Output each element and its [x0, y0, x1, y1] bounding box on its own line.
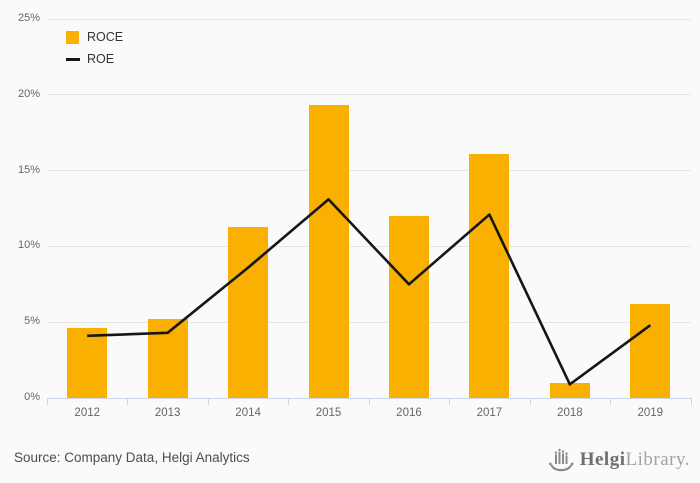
- axis-tick: [47, 399, 48, 405]
- roce-bar-2012[interactable]: [67, 328, 108, 398]
- x-axis-label: 2014: [235, 407, 261, 419]
- helgi-library-logo[interactable]: Helgi Library.: [548, 446, 690, 473]
- y-axis-label: 20%: [17, 87, 40, 100]
- roce-bar-2015[interactable]: [308, 105, 349, 398]
- x-axis-label: 2017: [476, 407, 503, 419]
- roce-bar-2019[interactable]: [630, 304, 671, 398]
- legend-item-roce[interactable]: ROCE: [66, 26, 123, 48]
- gridline: [47, 170, 691, 172]
- roe-swatch-icon: [66, 57, 80, 61]
- roce-bar-2018[interactable]: [549, 382, 590, 398]
- x-axis-label: 2012: [74, 407, 101, 419]
- legend-label-roe: ROE: [87, 52, 115, 66]
- x-axis-label: 2018: [557, 407, 583, 419]
- axis-tick: [127, 399, 129, 405]
- axis-tick: [368, 399, 370, 405]
- axis-tick: [610, 399, 612, 405]
- logo-text-helgi: Helgi: [579, 448, 626, 470]
- y-axis-label: 10%: [17, 239, 40, 252]
- plot-area: 0% 5% 10% 15% 20% 25% 2012 2013 2014 2015 2016 2017…: [17, 12, 692, 419]
- gridline: [47, 245, 691, 247]
- y-axis-label: 0%: [24, 391, 40, 403]
- x-axis-line: [47, 398, 692, 399]
- roce-swatch-icon: [66, 30, 79, 44]
- x-axis-label: 2019: [637, 407, 664, 419]
- legend-label-roce: ROCE: [87, 30, 124, 44]
- chart-footer: Source: Company Data, Helgi Analytics: [0, 440, 700, 483]
- roce-bar-2016[interactable]: [388, 216, 429, 398]
- source-text: Source: Company Data, Helgi Analytics: [14, 450, 250, 465]
- gridline: [47, 94, 691, 96]
- axis-tick: [207, 399, 209, 405]
- y-axis-label: 25%: [17, 12, 40, 24]
- axis-tick: [690, 399, 692, 405]
- viking-ship-icon: [548, 448, 574, 472]
- logo-text-library: Library.: [625, 448, 690, 470]
- axis-tick: [449, 399, 451, 405]
- legend: ROCE ROE: [66, 26, 123, 70]
- y-axis-label: 5%: [24, 315, 40, 328]
- gridline: [47, 321, 691, 323]
- legend-item-roe[interactable]: ROE: [66, 48, 123, 70]
- x-axis-label: 2015: [315, 407, 342, 419]
- gridline: [47, 18, 691, 20]
- roce-bar-2017[interactable]: [469, 153, 510, 398]
- axis-tick: [529, 399, 531, 405]
- x-axis-label: 2016: [396, 407, 422, 419]
- axis-tick: [288, 399, 290, 405]
- x-axis-label: 2013: [154, 407, 181, 419]
- y-axis-label: 15%: [17, 163, 40, 176]
- roe-line[interactable]: [87, 198, 652, 386]
